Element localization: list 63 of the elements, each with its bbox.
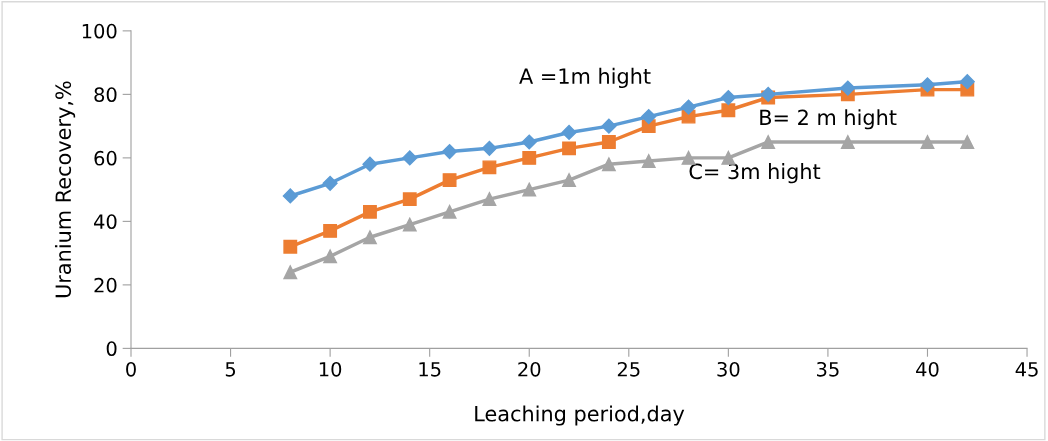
- x-tick-label: 45: [1015, 362, 1038, 377]
- point: [840, 80, 856, 96]
- point: [522, 182, 537, 197]
- x-tick-label: 25: [617, 361, 640, 377]
- y-tick-label: 40: [94, 214, 117, 230]
- y-tick-label: 100: [82, 23, 117, 39]
- point: [362, 156, 378, 172]
- point: [721, 150, 736, 165]
- x-tick-label: 15: [419, 362, 441, 377]
- x-axis-title: Leaching period,day: [475, 405, 685, 426]
- point: [641, 154, 656, 168]
- point: [442, 173, 457, 188]
- point: [442, 143, 458, 160]
- point: [362, 230, 377, 245]
- point: [323, 223, 338, 238]
- annotation: B= 2 m hight: [760, 109, 897, 130]
- point: [959, 74, 975, 90]
- point: [601, 118, 617, 134]
- x-tick-label: 30: [717, 361, 740, 377]
- point: [760, 86, 776, 102]
- point: [680, 99, 697, 115]
- point: [482, 192, 497, 207]
- point: [840, 135, 855, 149]
- point: [761, 135, 776, 149]
- annotation: C= 3m hight: [689, 163, 821, 184]
- point: [482, 160, 497, 175]
- x-tick-label: 10: [319, 361, 342, 377]
- point: [521, 134, 537, 150]
- y-axis-title: Uranium Recovery,%: [54, 81, 76, 298]
- point: [919, 77, 936, 93]
- point: [402, 217, 417, 232]
- point: [522, 150, 537, 165]
- point: [681, 150, 696, 165]
- point: [960, 135, 975, 149]
- point: [282, 188, 298, 204]
- point: [283, 265, 298, 280]
- x-tick-label: 35: [817, 361, 839, 377]
- x-tick-label: 5: [225, 362, 236, 377]
- x-tick-label: 20: [518, 361, 541, 377]
- y-tick-label: 80: [94, 87, 117, 103]
- point: [601, 157, 616, 172]
- y-tick-label: 0: [106, 341, 117, 357]
- point: [283, 239, 298, 254]
- point: [362, 204, 377, 219]
- point: [641, 109, 657, 125]
- point: [402, 150, 418, 166]
- point: [720, 89, 736, 106]
- point: [562, 141, 577, 156]
- annotation: A =1m hight: [519, 67, 651, 89]
- point: [402, 192, 417, 207]
- point: [920, 135, 935, 149]
- point: [322, 175, 338, 191]
- x-tick-label: 40: [916, 361, 939, 377]
- y-tick-label: 60: [94, 150, 117, 166]
- point: [561, 124, 577, 141]
- y-tick-label: 20: [94, 277, 117, 293]
- x-tick-label: 0: [126, 361, 136, 377]
- point: [601, 135, 616, 149]
- point: [323, 249, 338, 264]
- point: [481, 140, 497, 156]
- point: [721, 103, 736, 118]
- point: [442, 204, 457, 219]
- point: [562, 173, 577, 188]
